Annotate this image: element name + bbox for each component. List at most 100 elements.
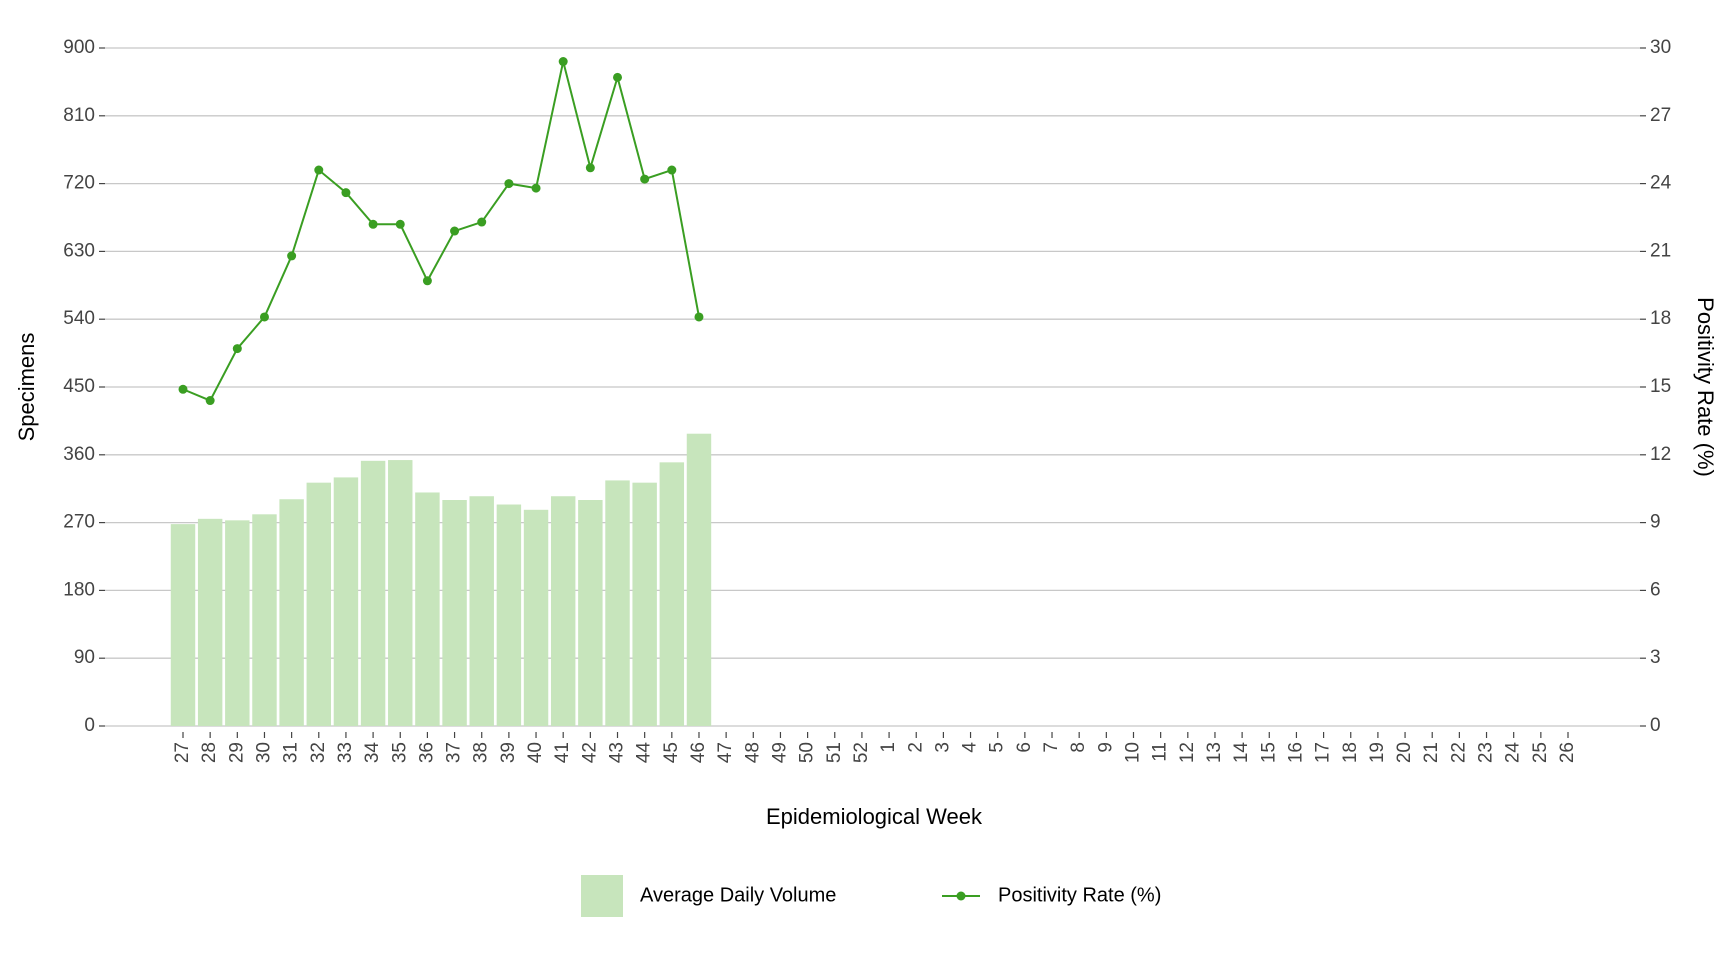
bar <box>415 492 440 726</box>
x-tick-label: 11 <box>1150 742 1171 762</box>
y-tick-label: 900 <box>63 37 95 58</box>
bar <box>197 518 223 726</box>
x-tick-label: 48 <box>742 742 763 763</box>
y2-tick-label: 18 <box>1650 308 1671 329</box>
bar <box>360 460 386 726</box>
bar <box>578 500 603 726</box>
x-tick-label: 13 <box>1204 742 1225 763</box>
y-tick-label: 540 <box>63 308 95 329</box>
x-tick-label: 14 <box>1231 742 1252 764</box>
y2-tick-label: 9 <box>1650 512 1661 533</box>
legend-label: Average Daily Volume <box>640 884 836 906</box>
x-tick-label: 46 <box>688 742 709 763</box>
point <box>341 188 351 198</box>
bar <box>388 460 413 726</box>
bar <box>225 520 250 726</box>
x-tick-label: 33 <box>335 742 356 763</box>
bar <box>306 482 332 726</box>
x-tick-label: 12 <box>1177 742 1198 763</box>
x-tick-label: 22 <box>1448 742 1469 763</box>
bar <box>550 496 576 726</box>
point <box>205 396 215 406</box>
x-tick-label: 7 <box>1041 742 1062 753</box>
x-tick-label: 8 <box>1068 742 1089 753</box>
point <box>585 163 595 173</box>
point <box>259 312 269 322</box>
x-tick-label: 6 <box>1014 742 1035 753</box>
x-tick-label: 35 <box>389 742 410 763</box>
y-axis-title: Specimens <box>14 333 39 442</box>
x-tick-label: 51 <box>824 742 845 763</box>
point <box>287 251 297 261</box>
bar <box>442 500 467 726</box>
legend-label: Positivity Rate (%) <box>998 884 1161 906</box>
x-tick-label: 36 <box>416 742 437 763</box>
x-tick-label: 2 <box>905 742 926 753</box>
x-tick-label: 41 <box>552 742 573 763</box>
x-tick-label: 25 <box>1530 742 1551 763</box>
x-tick-label: 9 <box>1095 742 1116 753</box>
x-tick-label: 32 <box>308 742 329 763</box>
x-tick-label: 31 <box>281 742 302 763</box>
point <box>640 174 650 184</box>
bar <box>469 496 494 726</box>
x-tick-label: 28 <box>199 742 220 763</box>
point <box>314 165 324 175</box>
y-tick-label: 180 <box>63 579 95 600</box>
point <box>667 165 677 175</box>
x-tick-label: 40 <box>525 742 546 763</box>
bar <box>605 480 630 726</box>
x-tick-label: 50 <box>797 742 818 763</box>
bar <box>170 524 196 726</box>
x-tick-label: 21 <box>1421 742 1442 763</box>
y2-tick-label: 24 <box>1650 173 1672 194</box>
y2-tick-label: 6 <box>1650 579 1661 600</box>
x-tick-label: 44 <box>634 742 655 764</box>
x-tick-label: 23 <box>1476 742 1497 763</box>
y2-tick-label: 3 <box>1650 647 1661 668</box>
x-tick-label: 27 <box>172 742 193 763</box>
point <box>232 344 242 354</box>
y2-tick-label: 12 <box>1650 444 1671 465</box>
y2-tick-label: 27 <box>1650 105 1671 126</box>
x-tick-label: 4 <box>960 742 981 753</box>
point <box>450 226 460 236</box>
bar <box>659 462 685 726</box>
point <box>477 217 487 227</box>
x-tick-label: 30 <box>253 742 274 763</box>
x-tick-label: 42 <box>579 742 600 763</box>
x-tick-label: 16 <box>1285 742 1306 763</box>
y-tick-label: 0 <box>84 715 95 736</box>
point <box>694 312 704 322</box>
x-tick-label: 15 <box>1258 742 1279 763</box>
bar <box>523 509 549 726</box>
x-tick-label: 52 <box>851 742 872 763</box>
x-tick-label: 43 <box>607 742 628 763</box>
y-tick-label: 810 <box>63 105 95 126</box>
legend-swatch <box>956 891 966 901</box>
y-tick-label: 270 <box>63 512 95 533</box>
x-tick-label: 37 <box>444 742 465 763</box>
x-tick-label: 19 <box>1367 742 1388 763</box>
point <box>558 57 568 67</box>
y2-axis-title: Positivity Rate (%) <box>1693 297 1718 477</box>
x-tick-label: 34 <box>362 742 383 764</box>
x-tick-label: 1 <box>878 742 899 753</box>
y-tick-label: 450 <box>63 376 95 397</box>
x-tick-label: 26 <box>1557 742 1578 763</box>
y2-tick-label: 15 <box>1650 376 1671 397</box>
point <box>368 219 378 229</box>
x-tick-label: 17 <box>1313 742 1334 763</box>
point <box>395 219 405 229</box>
y-tick-label: 630 <box>63 240 95 261</box>
x-tick-label: 49 <box>769 742 790 763</box>
point <box>178 384 188 394</box>
bar <box>279 499 304 726</box>
bar <box>333 477 359 726</box>
x-tick-label: 47 <box>715 742 736 763</box>
line <box>182 61 700 402</box>
point <box>531 183 541 193</box>
x-axis-title: Epidemiological Week <box>766 804 983 829</box>
y-tick-label: 720 <box>63 173 95 194</box>
